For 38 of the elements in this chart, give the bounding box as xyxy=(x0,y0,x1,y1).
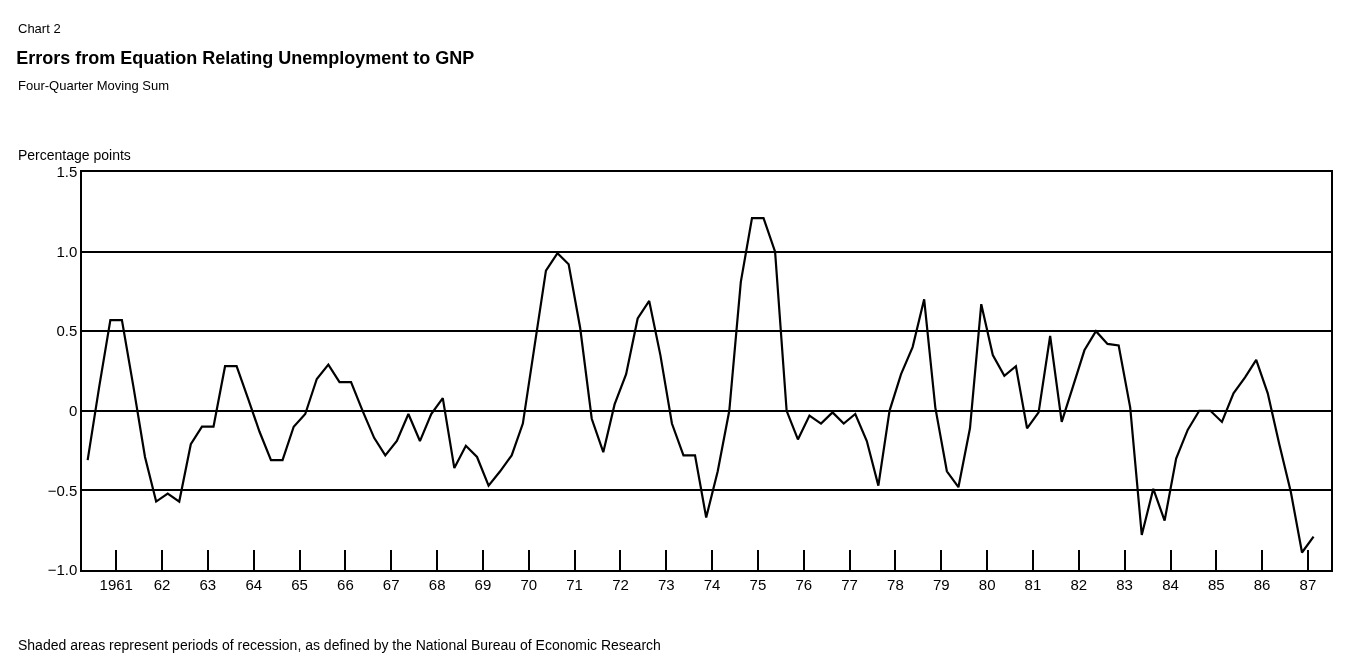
chart-subtitle: Four-Quarter Moving Sum xyxy=(18,78,169,93)
x-tick-label: 69 xyxy=(474,576,492,593)
x-tick-label: 70 xyxy=(520,576,538,593)
x-tick-label: 75 xyxy=(749,576,767,593)
x-tick-label: 85 xyxy=(1207,576,1225,593)
x-tick-label: 67 xyxy=(382,576,400,593)
x-tick-label: 73 xyxy=(657,576,675,593)
x-tick-label: 80 xyxy=(978,576,996,593)
text: Shaded areas represent periods of recession, as defined by the National Bureau of Economic Research xyxy=(18,637,661,653)
y-tick-label: 0 xyxy=(68,402,78,420)
x-tick-label: 78 xyxy=(887,576,904,593)
y-tick-label: 1.5 xyxy=(56,163,78,181)
x-tick-label: 79 xyxy=(932,576,950,593)
x-tick-label: 81 xyxy=(1024,576,1042,593)
x-tick-label: 66 xyxy=(337,576,354,593)
caption: Chart 2 xyxy=(18,21,61,36)
y-tick-label: 1.0 xyxy=(56,242,78,260)
x-tick-label: 1961 xyxy=(99,576,133,593)
x-tick-label: 74 xyxy=(703,576,721,593)
x-tick-label: 76 xyxy=(795,576,813,593)
x-tick-label: 72 xyxy=(612,576,629,593)
chart-title: Errors from Equation Relating Unemployment to GNP xyxy=(16,48,475,69)
x-tick-label: 77 xyxy=(841,576,858,593)
x-tick-label: 71 xyxy=(566,576,583,593)
x-tick-label: 65 xyxy=(291,576,308,593)
y-tick-label: 0.5 xyxy=(56,322,78,340)
y-tick-label: −1.0 xyxy=(47,561,78,579)
x-tick-label: 68 xyxy=(428,576,446,593)
x-tick-label: 64 xyxy=(245,576,263,593)
x-tick-label: 86 xyxy=(1253,576,1271,593)
x-tick-label: 84 xyxy=(1162,576,1179,593)
x-tick-label: 87 xyxy=(1299,576,1317,593)
x-tick-label: 82 xyxy=(1070,576,1088,593)
x-tick-label: 63 xyxy=(199,576,217,593)
x-tick-label: 62 xyxy=(153,576,171,593)
y-axis-title: Percentage points xyxy=(18,147,131,163)
x-tick-label: 83 xyxy=(1116,576,1133,593)
y-tick-label: −0.5 xyxy=(47,481,78,499)
